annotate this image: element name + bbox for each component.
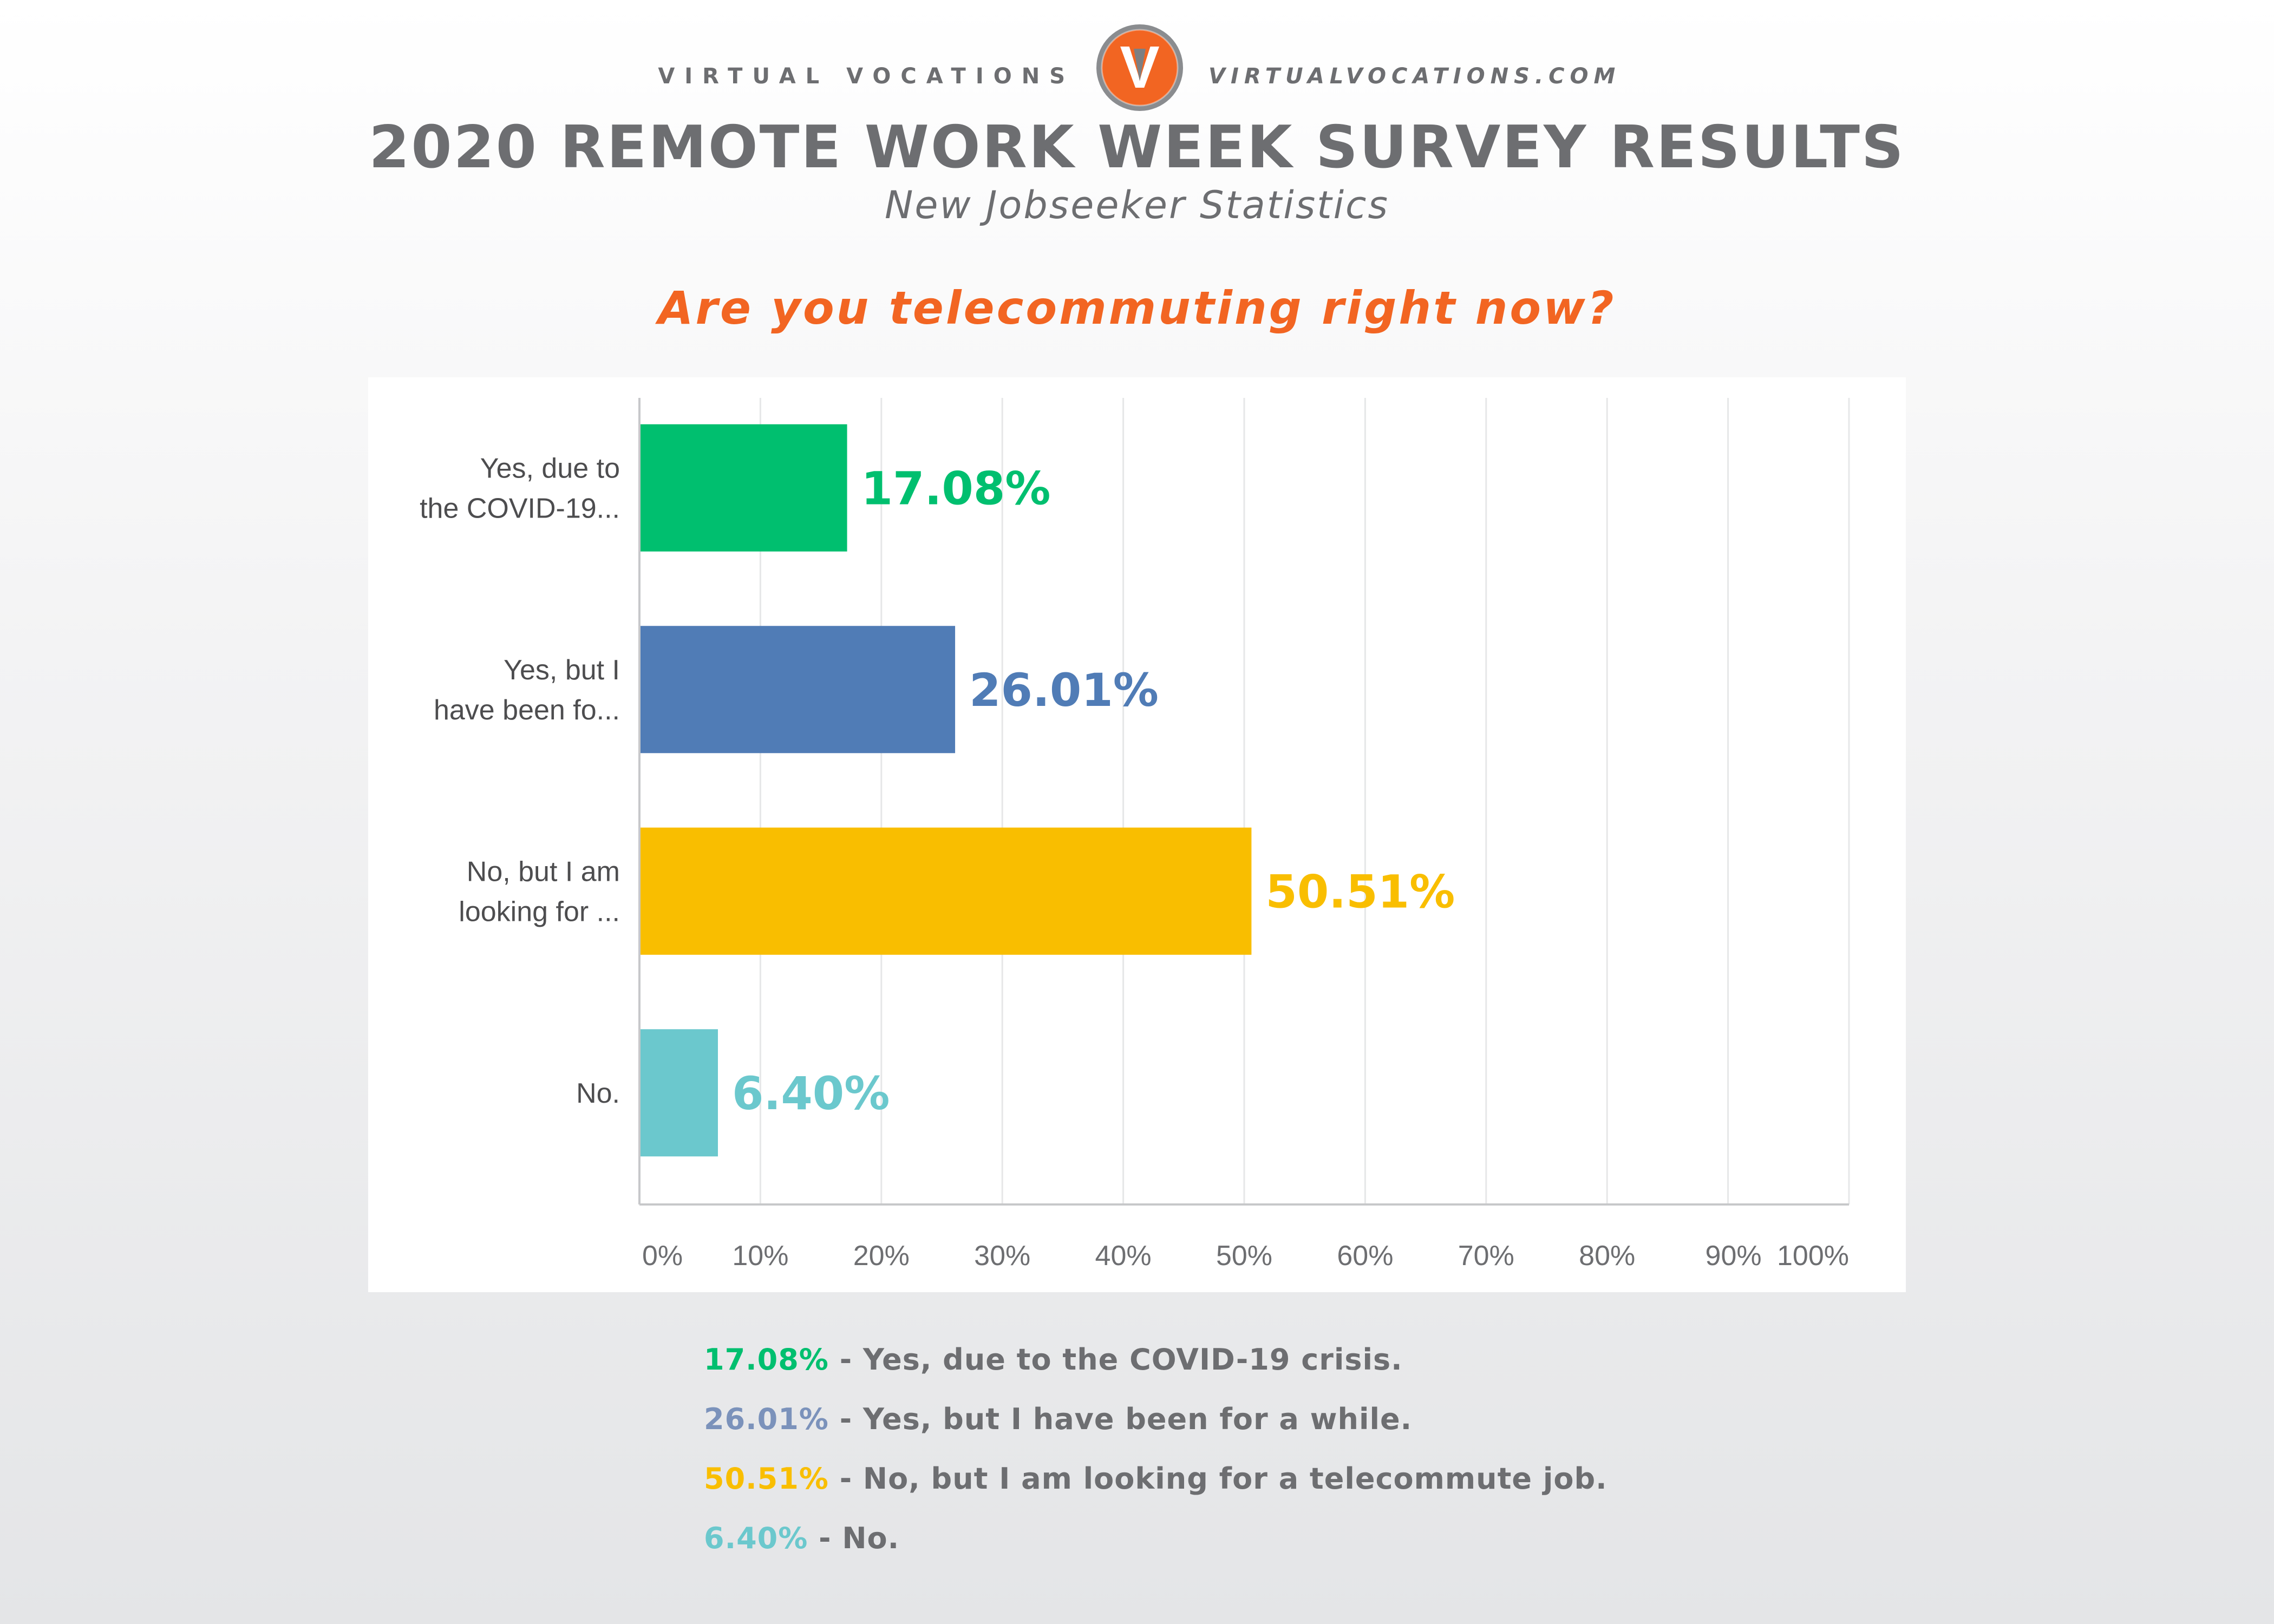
legend-description: - Yes, but I have been for a while. bbox=[828, 1402, 1413, 1436]
brand-header: VIRTUAL VOCATIONS V VIRTUALVOCATIONS.COM bbox=[0, 22, 2274, 135]
x-tick-label: 90% bbox=[1706, 1240, 1762, 1272]
x-tick-label: 100% bbox=[1777, 1240, 1849, 1272]
category-label: No, but I am bbox=[467, 856, 620, 887]
legend-percentage: 17.08% bbox=[704, 1343, 829, 1377]
page-subtitle: New Jobseeker Statistics bbox=[884, 183, 1390, 227]
bar bbox=[641, 827, 1252, 955]
category-label: Yes, due to bbox=[480, 453, 620, 484]
x-tick-label: 30% bbox=[974, 1240, 1030, 1272]
category-label: looking for ... bbox=[459, 896, 620, 927]
legend-item: 50.51% - No, but I am looking for a tele… bbox=[704, 1462, 1949, 1521]
legend-percentage: 50.51% bbox=[704, 1462, 829, 1496]
x-tick-label: 70% bbox=[1458, 1240, 1514, 1272]
bar-value-label: 50.51% bbox=[1265, 865, 1455, 918]
x-tick-label: 50% bbox=[1216, 1240, 1272, 1272]
survey-question: Are you telecommuting right now? bbox=[658, 281, 1616, 335]
x-tick-label: 20% bbox=[853, 1240, 910, 1272]
x-tick-label: 60% bbox=[1337, 1240, 1393, 1272]
category-label: the COVID-19... bbox=[420, 493, 620, 524]
virtual-vocations-logo-icon: V bbox=[1096, 24, 1183, 111]
x-tick-label: 80% bbox=[1579, 1240, 1635, 1272]
x-tick-label: 40% bbox=[1095, 1240, 1152, 1272]
brand-name: VIRTUAL VOCATIONS bbox=[658, 64, 1075, 89]
legend-description: - No, but I am looking for a telecommute… bbox=[828, 1462, 1608, 1496]
legend-percentage: 26.01% bbox=[704, 1402, 829, 1436]
legend-item: 17.08% - Yes, due to the COVID-19 crisis… bbox=[704, 1343, 1949, 1402]
legend-item: 26.01% - Yes, but I have been for a whil… bbox=[704, 1402, 1949, 1462]
legend-item: 6.40% - No. bbox=[704, 1521, 1949, 1581]
bar-value-label: 26.01% bbox=[969, 664, 1159, 717]
legend: 17.08% - Yes, due to the COVID-19 crisis… bbox=[704, 1343, 1949, 1581]
x-tick-label: 0% bbox=[642, 1240, 683, 1272]
bar bbox=[641, 424, 847, 552]
category-label: No. bbox=[576, 1078, 620, 1109]
legend-percentage: 6.40% bbox=[704, 1521, 808, 1555]
chart-panel: 0% 10% 20% 30% 40% 50% 60% 70% 80% 90% 100% 17.08% Y… bbox=[368, 377, 1906, 1292]
category-label: Yes, but I bbox=[504, 654, 620, 686]
legend-description: - No. bbox=[808, 1521, 900, 1555]
category-label: have been fo... bbox=[434, 695, 620, 726]
bar bbox=[641, 1029, 718, 1157]
bar-chart: 0% 10% 20% 30% 40% 50% 60% 70% 80% 90% 100% 17.08% Y… bbox=[420, 398, 1850, 1272]
bar-value-label: 6.40% bbox=[732, 1067, 890, 1120]
bar-value-label: 17.08% bbox=[861, 462, 1051, 515]
page-title: 2020 REMOTE WORK WEEK SURVEY RESULTS bbox=[369, 114, 1905, 181]
x-tick-label: 10% bbox=[732, 1240, 788, 1272]
legend-description: - Yes, due to the COVID-19 crisis. bbox=[828, 1343, 1403, 1377]
bar bbox=[641, 626, 956, 754]
brand-url[interactable]: VIRTUALVOCATIONS.COM bbox=[1208, 64, 1621, 89]
